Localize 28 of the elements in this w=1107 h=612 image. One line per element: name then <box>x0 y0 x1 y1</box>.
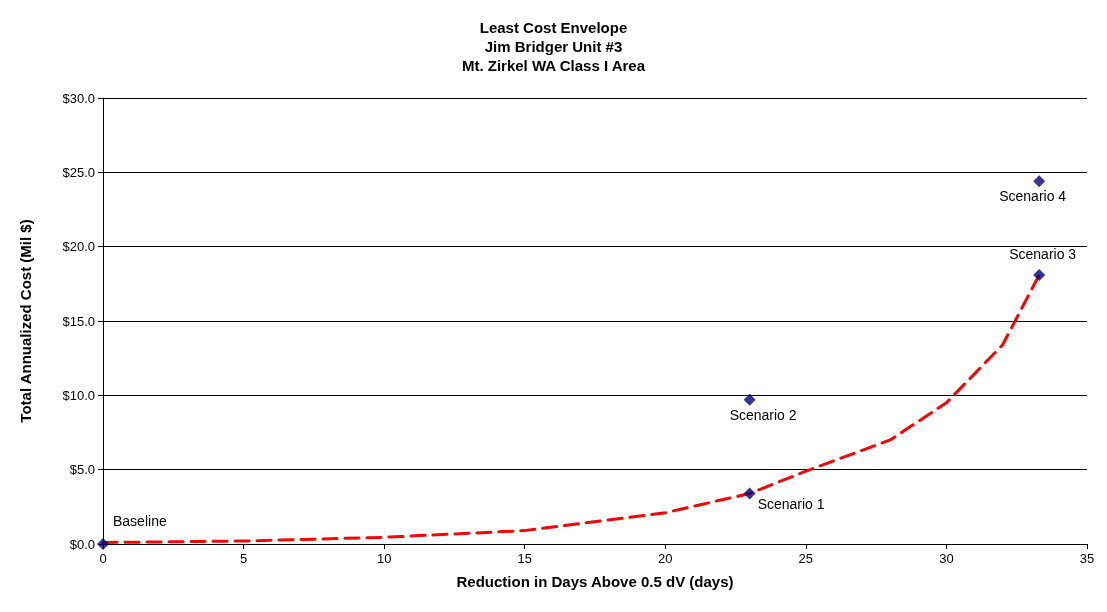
y-tick-label: $0.0 <box>69 536 95 552</box>
x-tick-label: 5 <box>239 551 248 566</box>
y-tick-label: $15.0 <box>62 313 95 329</box>
x-tick-label: 20 <box>658 551 673 566</box>
annotation: Scenario 4 <box>999 188 1067 205</box>
x-tick-label: 10 <box>376 551 392 566</box>
y-axis-title: Total Annualized Cost (Mil $) <box>17 219 34 423</box>
annotation: Scenario 3 <box>1009 245 1077 262</box>
chart-title: Least Cost Envelope Jim Bridger Unit #3 Mt. Zirkel WA Class I Area <box>461 19 646 74</box>
y-tick-label: $20.0 <box>62 239 95 255</box>
point <box>1033 268 1046 281</box>
point <box>743 487 756 500</box>
y-tick-label: $30.0 <box>62 90 95 106</box>
x-tick-label: 30 <box>939 551 954 566</box>
annotation: Scenario 2 <box>729 406 797 423</box>
y-tick-label: $5.0 <box>69 462 95 478</box>
annotation: Baseline <box>113 513 167 529</box>
x-tick-label: 15 <box>517 551 532 566</box>
annotation: Scenario 1 <box>757 496 825 513</box>
point <box>743 393 756 406</box>
x-tick-label: 25 <box>798 551 814 566</box>
point <box>97 538 109 550</box>
y-tick-label: $25.0 <box>62 164 95 180</box>
y-tick-label: $10.0 <box>62 387 95 403</box>
x-tick-label: 35 <box>1079 551 1095 566</box>
x-axis-title: Reduction in Days Above 0.5 dV (days) <box>456 573 734 590</box>
point <box>1033 175 1046 188</box>
x-tick-label: 0 <box>99 551 107 566</box>
